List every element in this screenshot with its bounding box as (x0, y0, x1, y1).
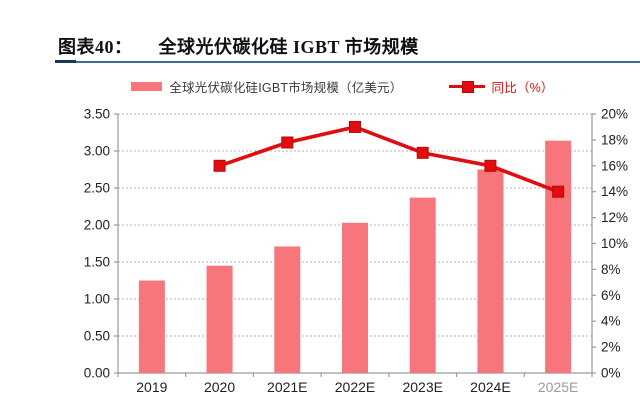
bar-series-label: 全球光伏碳化硅IGBT市场规模（亿美元） (169, 80, 403, 95)
x-axis-label: 2022E (335, 379, 375, 395)
title-underline (55, 61, 640, 63)
legend-item-market-size: 全球光伏碳化硅IGBT市场规模（亿美元） (131, 77, 402, 96)
y-axis-label-right: 12% (601, 210, 628, 225)
title-underline-accent (55, 60, 76, 63)
y-axis-label-right: 18% (601, 132, 628, 147)
x-axis-label: 2021E (267, 379, 307, 395)
yoy-marker-2024E (484, 159, 497, 172)
y-axis-label-right: 8% (601, 262, 621, 277)
yoy-marker-2022E (349, 120, 361, 133)
figure-header: 图表40： 全球光伏碳化硅 IGBT 市场规模 (58, 33, 633, 59)
y-axis-label-right: 16% (601, 158, 628, 173)
bar-2021E (274, 246, 301, 373)
line-series-label: 同比（%） (491, 80, 554, 95)
yoy-marker-2023E (416, 146, 429, 159)
bar-2024E (477, 169, 504, 373)
bar-2023E (409, 197, 436, 373)
line-series-swatch (448, 80, 485, 93)
bar-series-swatch (131, 81, 163, 91)
y-axis-label-left: 0.50 (84, 329, 110, 344)
y-axis-label-right: 0% (601, 366, 621, 381)
x-axis-label: 2019 (136, 379, 167, 395)
y-axis-label-right: 2% (601, 340, 621, 355)
figure-number-label: 图表40： (58, 37, 133, 57)
y-axis-label-left: 0.00 (84, 366, 110, 381)
bar-2022E (342, 222, 368, 373)
y-axis-label-left: 2.00 (84, 218, 110, 233)
y-axis-label-left: 3.00 (84, 144, 110, 159)
yoy-marker-2020 (213, 159, 226, 172)
y-axis-label-right: 6% (601, 288, 621, 303)
y-axis-label-right: 20% (601, 107, 628, 122)
y-axis-label-right: 4% (601, 314, 621, 329)
y-axis-label-right: 14% (601, 184, 628, 199)
y-axis-label-left: 1.00 (84, 292, 110, 307)
bar-2020 (206, 265, 233, 373)
bar-2025E (545, 140, 572, 373)
yoy-marker-2021E (281, 136, 294, 149)
bar-2019 (138, 280, 165, 373)
y-axis-label-left: 1.50 (84, 255, 110, 270)
figure-title: 全球光伏碳化硅 IGBT 市场规模 (158, 37, 419, 57)
chart-legend: 全球光伏碳化硅IGBT市场规模（亿美元） 同比（%） (70, 77, 615, 95)
legend-item-yoy: 同比（%） (448, 77, 554, 96)
x-axis-label: 2024E (470, 379, 510, 395)
x-axis-label: 2025E (538, 379, 578, 395)
x-axis-label: 2023E (402, 379, 442, 395)
y-axis-label-right: 10% (601, 236, 628, 251)
y-axis-label-left: 2.50 (84, 181, 110, 196)
y-axis-label-left: 3.50 (84, 107, 110, 122)
line-swatch-marker (461, 81, 474, 93)
yoy-marker-2025E (552, 185, 565, 198)
yoy-line (218, 125, 559, 194)
x-axis-label: 2020 (204, 379, 235, 395)
